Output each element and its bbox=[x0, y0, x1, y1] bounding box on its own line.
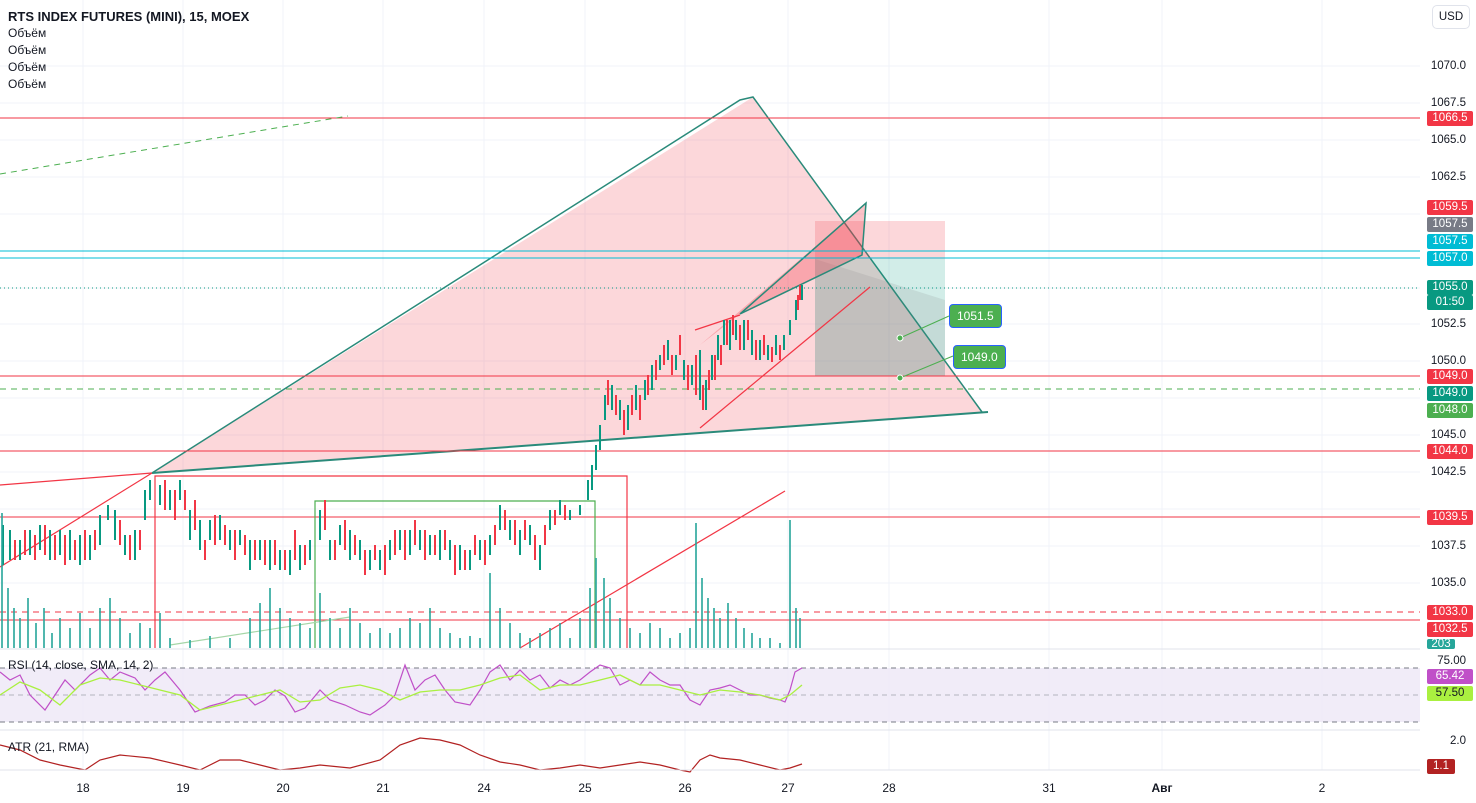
last-price-tag: 1055.0 bbox=[1427, 280, 1473, 295]
chart-legend: RTS INDEX FUTURES (MINI), 15, MOEX Объём… bbox=[8, 8, 249, 93]
rsi-tick: 75.00 bbox=[1437, 655, 1466, 667]
price-tag: 1059.5 bbox=[1427, 200, 1473, 215]
time-tick: 19 bbox=[176, 781, 190, 795]
position-target-zone bbox=[815, 259, 945, 376]
currency-button[interactable]: USD bbox=[1432, 5, 1470, 29]
position-stop-zone bbox=[815, 221, 945, 259]
atr-line bbox=[0, 737, 803, 773]
time-tick: 28 bbox=[882, 781, 896, 795]
price-tick: 1052.5 bbox=[1430, 318, 1466, 330]
price-tag: 1049.0 bbox=[1427, 386, 1473, 401]
price-tag: 1032.5 bbox=[1427, 622, 1473, 637]
price-callout[interactable]: 1051.5 bbox=[949, 304, 1002, 328]
price-tick: 1045.0 bbox=[1430, 429, 1466, 441]
chart-canvas[interactable] bbox=[0, 0, 1420, 803]
rsi-ma-tag: 57.50 bbox=[1427, 686, 1473, 701]
time-tick: 18 bbox=[76, 781, 90, 795]
rsi-value-tag: 65.42 bbox=[1427, 669, 1473, 684]
time-tick: 20 bbox=[276, 781, 290, 795]
price-callout[interactable]: 1049.0 bbox=[953, 345, 1006, 369]
time-tick: 27 bbox=[781, 781, 795, 795]
time-tick: 26 bbox=[678, 781, 692, 795]
atr-tick: 2.0 bbox=[1450, 735, 1466, 747]
price-tag: 1057.5 bbox=[1427, 217, 1473, 232]
price-tick: 1035.0 bbox=[1430, 577, 1466, 589]
time-tick: 24 bbox=[477, 781, 491, 795]
price-tag: 1033.0 bbox=[1427, 605, 1473, 620]
price-tick: 1050.0 bbox=[1430, 355, 1466, 367]
volume-tag: 203 bbox=[1427, 639, 1455, 649]
atr-label[interactable]: ATR (21, RMA) bbox=[8, 740, 90, 754]
price-tag: 1066.5 bbox=[1427, 111, 1473, 126]
volume-indicator-label[interactable]: Объём bbox=[8, 43, 47, 57]
time-tick: 21 bbox=[376, 781, 390, 795]
rsi-label[interactable]: RSI (14, close, SMA, 14, 2) bbox=[8, 658, 154, 672]
time-tick: 2 bbox=[1318, 781, 1326, 795]
atr-value-tag: 1.1 bbox=[1427, 759, 1455, 774]
price-tag: 1044.0 bbox=[1427, 444, 1473, 459]
time-tick: 25 bbox=[578, 781, 592, 795]
price-tick: 1037.5 bbox=[1430, 540, 1466, 552]
price-tag: 1057.5 bbox=[1427, 234, 1473, 249]
price-axis[interactable]: USD 1070.0 1067.5 1065.0 1062.5 1052.5 1… bbox=[1420, 0, 1476, 803]
price-tag: 1049.0 bbox=[1427, 369, 1473, 384]
rsi-ma-line bbox=[0, 674, 803, 711]
volume-indicator-label[interactable]: Объём bbox=[8, 60, 47, 74]
volume-indicator-label[interactable]: Объём bbox=[8, 77, 47, 91]
price-tick: 1070.0 bbox=[1430, 60, 1466, 72]
price-tick: 1065.0 bbox=[1430, 134, 1466, 146]
time-tick-month: Авг bbox=[1151, 781, 1173, 795]
triangle-drawing bbox=[152, 97, 982, 473]
volume-indicator-label[interactable]: Объём bbox=[8, 26, 47, 40]
volume-bars bbox=[1, 513, 801, 648]
price-tick: 1067.5 bbox=[1430, 97, 1466, 109]
bar-countdown: 01:50 bbox=[1427, 295, 1473, 310]
price-tag: 1048.0 bbox=[1427, 403, 1473, 418]
price-tag: 1057.0 bbox=[1427, 251, 1473, 266]
symbol-title[interactable]: RTS INDEX FUTURES (MINI), 15, MOEX bbox=[8, 9, 250, 24]
price-tag: 1039.5 bbox=[1427, 510, 1473, 525]
price-tick: 1062.5 bbox=[1430, 171, 1466, 183]
candles bbox=[2, 285, 803, 575]
time-tick: 31 bbox=[1042, 781, 1056, 795]
price-tick: 1042.5 bbox=[1430, 466, 1466, 478]
